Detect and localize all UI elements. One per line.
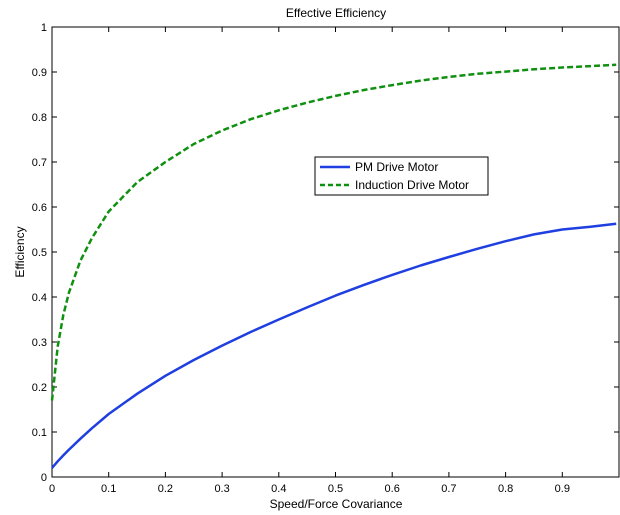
legend-label-induction: Induction Drive Motor [355,178,469,192]
axis-ticks: 0 0.1 0.2 0.3 0.4 0.5 0.6 0.7 0.8 0.9 0 0.1 0.2 0.3 0.… [32,22,619,495]
y-tick-label: 1 [41,22,47,34]
y-tick-label: 0.8 [32,112,47,124]
y-tick-label: 0.7 [32,157,47,169]
y-tick-label: 0.3 [32,337,47,349]
legend-box [314,156,489,196]
y-axis-label: Efficiency [13,226,27,277]
series-line-induction-drive-motor [50,63,617,401]
legend: PM Drive Motor Induction Drive Motor [314,156,489,196]
x-tick-label: 0.7 [441,483,456,495]
y-tick-label: 0.4 [32,292,47,304]
x-tick-label: 0.8 [498,483,513,495]
series-line-pm-drive-motor [51,222,617,469]
x-tick-label: 0.9 [555,483,570,495]
series-layer [50,63,617,469]
y-tick-label: 0 [41,472,47,484]
x-tick-label: 0.5 [328,483,343,495]
x-tick-label: 0.2 [158,483,173,495]
y-tick-label: 0.9 [32,67,47,79]
y-tick-label: 0.6 [32,202,47,214]
y-tick-label: 0.1 [32,427,47,439]
legend-label-pm: PM Drive Motor [355,160,438,174]
x-axis-label: Speed/Force Covariance [270,497,403,511]
x-tick-label: 0.3 [214,483,229,495]
x-tick-label: 0.1 [101,483,116,495]
x-tick-label: 0.6 [385,483,400,495]
x-tick-label: 0 [49,483,55,495]
y-tick-label: 0.5 [32,247,47,259]
chart-title: Effective Efficiency [286,6,386,20]
x-tick-label: 0.4 [271,483,286,495]
plot-area [51,26,620,478]
y-tick-label: 0.2 [32,382,47,394]
